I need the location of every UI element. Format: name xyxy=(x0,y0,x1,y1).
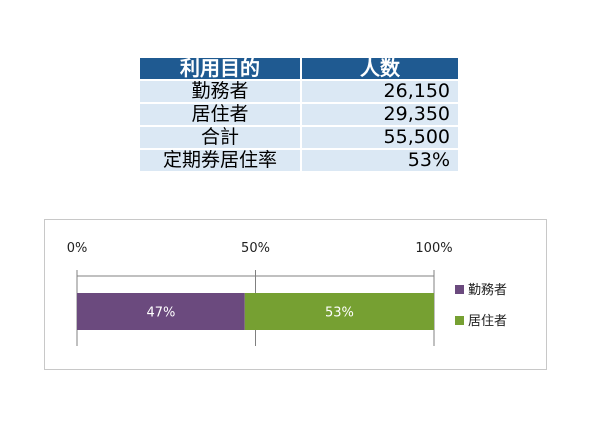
bar-segment xyxy=(244,293,434,330)
legend-label: 居住者 xyxy=(468,314,507,329)
table-row: 勤務者 26,150 xyxy=(140,81,458,102)
row-value: 26,150 xyxy=(302,81,458,102)
header-count: 人数 xyxy=(302,58,458,79)
row-value: 29,350 xyxy=(302,104,458,125)
row-label: 合計 xyxy=(140,127,302,148)
tick-label: 100% xyxy=(415,241,452,256)
usage-table: 利用目的 人数 勤務者 26,150 居住者 29,350 合計 55,500 … xyxy=(140,56,458,173)
row-label: 定期券居住率 xyxy=(140,150,302,171)
tick-label: 0% xyxy=(67,241,88,256)
legend-swatch xyxy=(455,285,464,294)
chart-area xyxy=(44,219,547,370)
row-value: 55,500 xyxy=(302,127,458,148)
data-label: 53% xyxy=(325,306,354,321)
header-purpose: 利用目的 xyxy=(140,58,302,79)
bar-segment xyxy=(77,293,245,330)
row-label: 居住者 xyxy=(140,104,302,125)
tick-label: 50% xyxy=(241,241,270,256)
row-label: 勤務者 xyxy=(140,81,302,102)
legend-label: 勤務者 xyxy=(468,283,507,298)
legend-swatch xyxy=(455,316,464,325)
data-label: 47% xyxy=(146,306,175,321)
table-row: 居住者 29,350 xyxy=(140,104,458,125)
table-row: 定期券居住率 53% xyxy=(140,150,458,171)
table-row: 合計 55,500 xyxy=(140,127,458,148)
row-value: 53% xyxy=(302,150,458,171)
table-header-row: 利用目的 人数 xyxy=(140,58,458,79)
